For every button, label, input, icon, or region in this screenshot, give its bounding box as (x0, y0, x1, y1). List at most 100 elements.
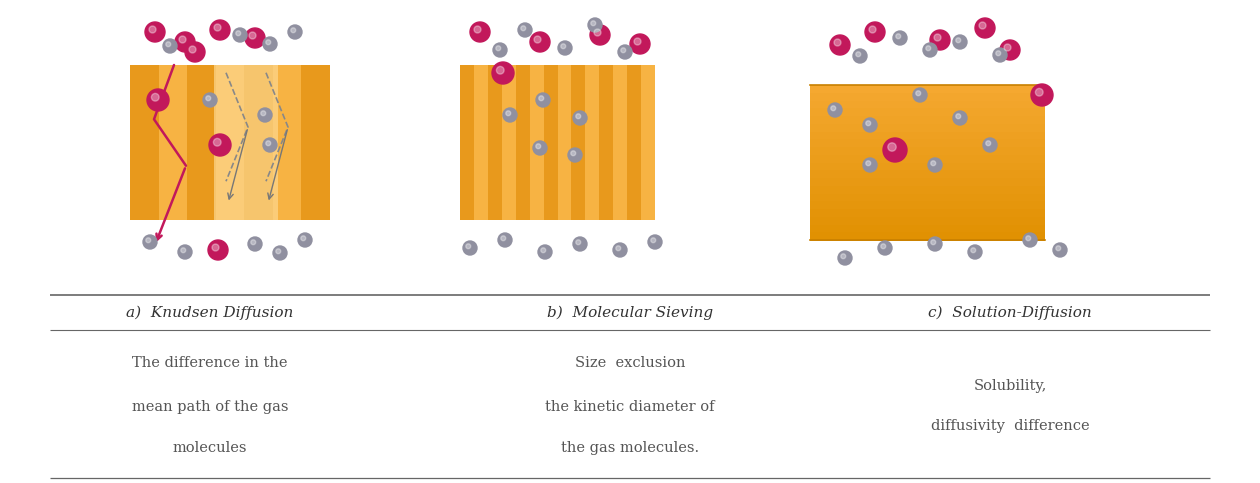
Circle shape (634, 38, 641, 45)
Circle shape (175, 32, 195, 52)
Circle shape (834, 39, 840, 46)
Circle shape (983, 138, 997, 152)
Circle shape (956, 114, 960, 119)
Bar (460, 65, 655, 220)
Circle shape (573, 111, 587, 125)
Bar (810, 85, 1045, 93)
Circle shape (840, 254, 845, 259)
Bar (557, 65, 572, 220)
Text: the gas molecules.: the gas molecules. (561, 441, 699, 455)
Circle shape (266, 141, 271, 146)
Bar (810, 232, 1045, 241)
Circle shape (266, 40, 271, 45)
Circle shape (142, 235, 158, 249)
Bar (627, 65, 641, 220)
Circle shape (838, 251, 852, 265)
Circle shape (145, 22, 165, 42)
Circle shape (530, 32, 551, 52)
Circle shape (149, 26, 156, 33)
Circle shape (979, 22, 987, 29)
Circle shape (249, 32, 256, 39)
Circle shape (926, 46, 931, 51)
Circle shape (1026, 236, 1031, 241)
Circle shape (505, 111, 510, 116)
Circle shape (261, 111, 266, 116)
Circle shape (866, 121, 871, 126)
Circle shape (520, 26, 525, 31)
Circle shape (934, 34, 941, 41)
Bar (214, 65, 278, 220)
Circle shape (213, 139, 220, 146)
Circle shape (561, 44, 566, 49)
Circle shape (896, 34, 901, 39)
Circle shape (178, 245, 192, 259)
Bar (488, 65, 501, 220)
Circle shape (163, 39, 176, 53)
Bar (810, 139, 1045, 147)
Circle shape (495, 46, 500, 51)
Circle shape (147, 89, 169, 111)
Bar (810, 201, 1045, 210)
Circle shape (538, 245, 552, 259)
Circle shape (166, 42, 170, 47)
Circle shape (151, 93, 159, 101)
Circle shape (212, 244, 219, 251)
Circle shape (244, 28, 265, 48)
Bar (188, 65, 215, 220)
Circle shape (498, 233, 512, 247)
Circle shape (617, 45, 633, 59)
Circle shape (616, 246, 621, 251)
Text: b)  Molecular Sieving: b) Molecular Sieving (547, 305, 713, 320)
Bar (301, 65, 330, 220)
Circle shape (878, 241, 892, 255)
Circle shape (189, 46, 197, 53)
Circle shape (263, 138, 277, 152)
Bar (215, 65, 244, 220)
Circle shape (236, 31, 241, 36)
Circle shape (930, 30, 950, 50)
Bar (810, 170, 1045, 179)
Text: a)  Knudsen Diffusion: a) Knudsen Diffusion (126, 305, 294, 320)
Circle shape (568, 148, 582, 162)
Circle shape (914, 88, 927, 102)
Circle shape (956, 38, 960, 43)
Circle shape (518, 23, 532, 37)
Circle shape (863, 118, 877, 132)
Circle shape (470, 22, 490, 42)
Bar (810, 147, 1045, 155)
Bar (273, 65, 301, 220)
Bar (586, 65, 600, 220)
Circle shape (248, 237, 262, 251)
Circle shape (648, 235, 662, 249)
Circle shape (614, 243, 627, 257)
Circle shape (462, 241, 478, 255)
Circle shape (929, 158, 942, 172)
Circle shape (621, 48, 626, 53)
Circle shape (493, 43, 507, 57)
Bar (600, 65, 614, 220)
Circle shape (146, 238, 151, 242)
Circle shape (1004, 44, 1011, 51)
Circle shape (1056, 246, 1061, 251)
Bar (244, 65, 273, 220)
Bar (614, 65, 627, 220)
Bar (641, 65, 655, 220)
Circle shape (866, 22, 885, 42)
Circle shape (929, 237, 942, 251)
Bar (810, 131, 1045, 140)
Circle shape (591, 21, 596, 26)
Circle shape (299, 233, 312, 247)
Circle shape (1023, 233, 1037, 247)
Circle shape (588, 18, 602, 32)
Circle shape (571, 151, 576, 156)
Circle shape (863, 158, 877, 172)
Circle shape (1053, 243, 1067, 257)
Bar (810, 100, 1045, 109)
Circle shape (301, 236, 306, 241)
Bar (130, 65, 159, 220)
Bar (810, 217, 1045, 225)
Circle shape (536, 93, 551, 107)
Circle shape (1036, 88, 1043, 96)
Circle shape (233, 28, 247, 42)
Circle shape (214, 24, 220, 31)
